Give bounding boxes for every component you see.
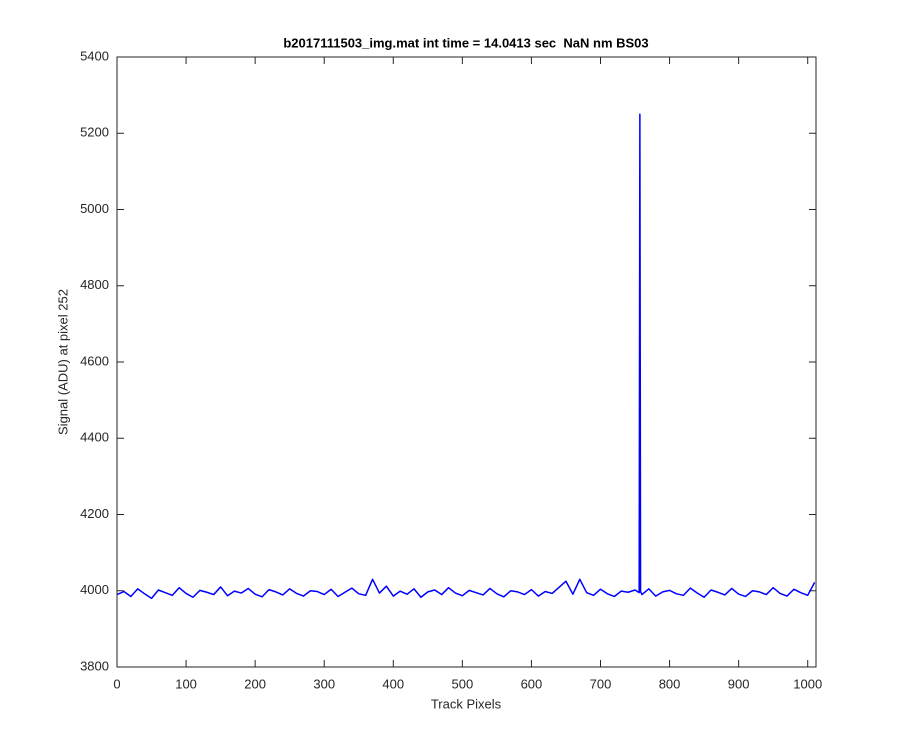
chart-title: b2017111503_img.mat int time = 14.0413 s… bbox=[283, 35, 648, 50]
x-tick-label: 900 bbox=[728, 676, 750, 691]
y-tick-label: 5200 bbox=[80, 125, 109, 140]
x-tick-label: 100 bbox=[175, 676, 197, 691]
x-tick-label: 600 bbox=[521, 676, 543, 691]
y-tick-label: 5000 bbox=[80, 201, 109, 216]
y-axis-label: Signal (ADU) at pixel 252 bbox=[55, 289, 70, 435]
x-tick-label: 500 bbox=[452, 676, 474, 691]
x-tick-label: 400 bbox=[382, 676, 404, 691]
x-axis-label: Track Pixels bbox=[431, 696, 502, 711]
y-tick-label: 3800 bbox=[80, 658, 109, 673]
x-tick-label: 300 bbox=[313, 676, 335, 691]
y-tick-label: 4200 bbox=[80, 506, 109, 521]
x-tick-label: 200 bbox=[244, 676, 266, 691]
y-tick-label: 4800 bbox=[80, 277, 109, 292]
x-tick-label: 700 bbox=[590, 676, 612, 691]
y-tick-label: 4600 bbox=[80, 353, 109, 368]
axes-box bbox=[116, 56, 817, 668]
x-tick-label: 0 bbox=[113, 676, 120, 691]
x-tick-label: 1000 bbox=[793, 676, 822, 691]
x-tick-label: 800 bbox=[659, 676, 681, 691]
y-tick-label: 5400 bbox=[80, 48, 109, 63]
y-tick-label: 4400 bbox=[80, 430, 109, 445]
data-line bbox=[116, 113, 816, 600]
y-tick-label: 4000 bbox=[80, 582, 109, 597]
